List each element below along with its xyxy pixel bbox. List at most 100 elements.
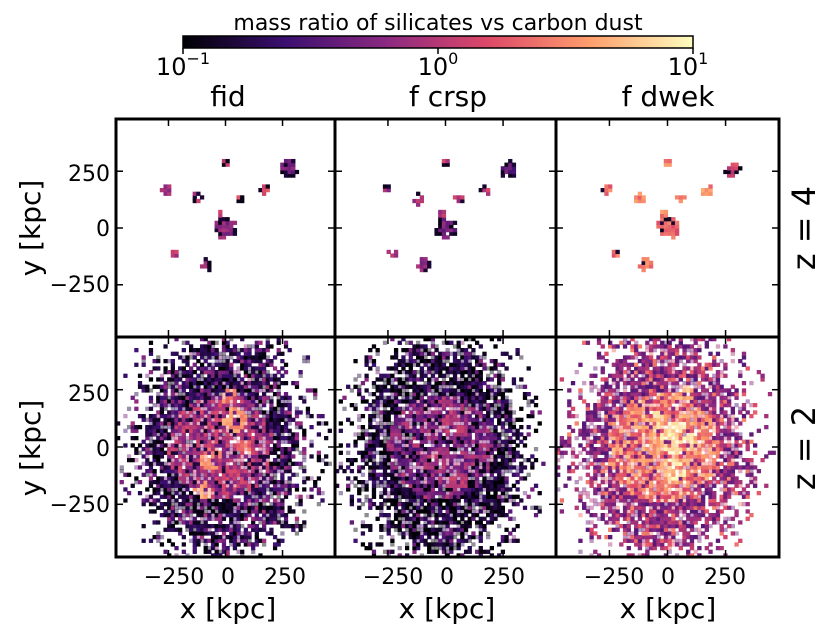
heatmap-cell xyxy=(412,425,417,430)
heatmap-cell xyxy=(471,480,476,485)
heatmap-cell xyxy=(630,483,635,488)
heatmap-cell xyxy=(232,436,238,441)
heatmap-cell xyxy=(416,344,421,349)
heatmap-cell xyxy=(262,417,267,422)
heatmap-cell xyxy=(199,351,205,356)
heatmap-cell xyxy=(258,403,263,408)
heatmap-cell xyxy=(287,483,292,488)
heatmap-cell xyxy=(460,388,465,393)
heatmap-cell xyxy=(460,447,465,452)
heatmap-cell xyxy=(622,502,628,507)
heatmap-cell xyxy=(390,373,395,378)
heatmap-cell xyxy=(423,257,428,262)
heatmap-cell xyxy=(247,531,252,536)
heatmap-cell xyxy=(508,443,513,448)
heatmap-cell xyxy=(441,465,447,470)
heatmap-cell xyxy=(530,399,535,404)
heatmap-cell xyxy=(471,443,476,448)
heatmap-cell xyxy=(456,384,461,389)
heatmap-cell xyxy=(199,469,205,474)
heatmap-cell xyxy=(192,421,197,426)
heatmap-cell xyxy=(478,483,483,488)
heatmap-cell xyxy=(232,546,238,551)
heatmap-cell xyxy=(364,406,369,411)
heatmap-cell xyxy=(397,450,402,455)
heatmap-cell xyxy=(630,399,635,404)
heatmap-cell xyxy=(489,359,494,364)
heatmap-cell xyxy=(441,447,447,452)
heatmap-cell xyxy=(397,516,402,521)
heatmap-cell xyxy=(276,443,281,448)
heatmap-cell xyxy=(283,483,289,488)
heatmap-cell xyxy=(427,480,432,485)
heatmap-cell xyxy=(570,414,576,419)
heatmap-cell xyxy=(626,447,631,452)
heatmap-cell xyxy=(397,509,402,514)
heatmap-cell xyxy=(645,257,650,262)
heatmap-cell xyxy=(419,264,424,269)
heatmap-cell xyxy=(589,388,594,393)
heatmap-cell xyxy=(423,425,428,430)
heatmap-cell xyxy=(126,425,132,430)
heatmap-cell xyxy=(251,516,256,521)
heatmap-cell xyxy=(515,538,520,543)
heatmap-cell xyxy=(574,505,579,510)
heatmap-cell xyxy=(708,191,713,196)
heatmap-cell xyxy=(203,377,208,382)
heatmap-cell xyxy=(423,487,428,492)
heatmap-cell xyxy=(276,516,281,521)
heatmap-cell xyxy=(276,370,281,375)
heatmap-cell xyxy=(486,461,491,466)
heatmap-cell xyxy=(272,436,278,441)
heatmap-cell xyxy=(189,355,194,360)
heatmap-cell xyxy=(412,458,417,463)
heatmap-cell xyxy=(456,520,461,525)
heatmap-cell xyxy=(276,491,281,496)
heatmap-cell xyxy=(449,527,454,532)
heatmap-cell xyxy=(170,425,175,430)
heatmap-cell xyxy=(247,436,252,441)
heatmap-cell xyxy=(556,458,561,463)
heatmap-cell xyxy=(471,417,476,422)
heatmap-cell xyxy=(504,494,509,499)
heatmap-cell xyxy=(474,450,480,455)
heatmap-cell xyxy=(416,359,421,364)
heatmap-cell xyxy=(185,450,190,455)
heatmap-cell xyxy=(593,469,598,474)
heatmap-cell xyxy=(192,461,197,466)
heatmap-cell xyxy=(189,373,194,378)
heatmap-cell xyxy=(604,476,609,481)
heatmap-cell xyxy=(189,472,194,477)
heatmap-cell xyxy=(412,198,417,204)
heatmap-cell xyxy=(159,480,165,485)
heatmap-cell xyxy=(622,392,628,397)
heatmap-cell xyxy=(287,348,292,353)
heatmap-cell xyxy=(452,403,458,408)
heatmap-cell xyxy=(199,406,205,411)
heatmap-cell xyxy=(412,509,417,514)
heatmap-cell xyxy=(430,494,436,499)
heatmap-cell xyxy=(283,524,289,529)
heatmap-cell xyxy=(408,491,413,496)
heatmap-cell xyxy=(445,505,450,510)
heatmap-cell xyxy=(474,439,480,444)
heatmap-cell xyxy=(262,487,267,492)
heatmap-cell xyxy=(608,472,613,477)
heatmap-cell xyxy=(486,498,491,503)
heatmap-panel xyxy=(556,337,776,557)
heatmap-cell xyxy=(232,458,238,463)
heatmap-cell xyxy=(174,351,179,356)
heatmap-cell xyxy=(604,494,609,499)
heatmap-cell xyxy=(393,469,399,474)
heatmap-cell xyxy=(276,487,281,492)
heatmap-cell xyxy=(404,414,410,419)
heatmap-cell xyxy=(589,417,594,422)
heatmap-cell xyxy=(449,224,454,229)
heatmap-cell xyxy=(145,450,150,455)
heatmap-cell xyxy=(386,516,391,521)
heatmap-cell xyxy=(497,461,502,466)
heatmap-cell xyxy=(382,454,388,459)
heatmap-cell xyxy=(441,524,447,529)
heatmap-cell xyxy=(427,351,432,356)
heatmap-cell xyxy=(283,487,289,492)
